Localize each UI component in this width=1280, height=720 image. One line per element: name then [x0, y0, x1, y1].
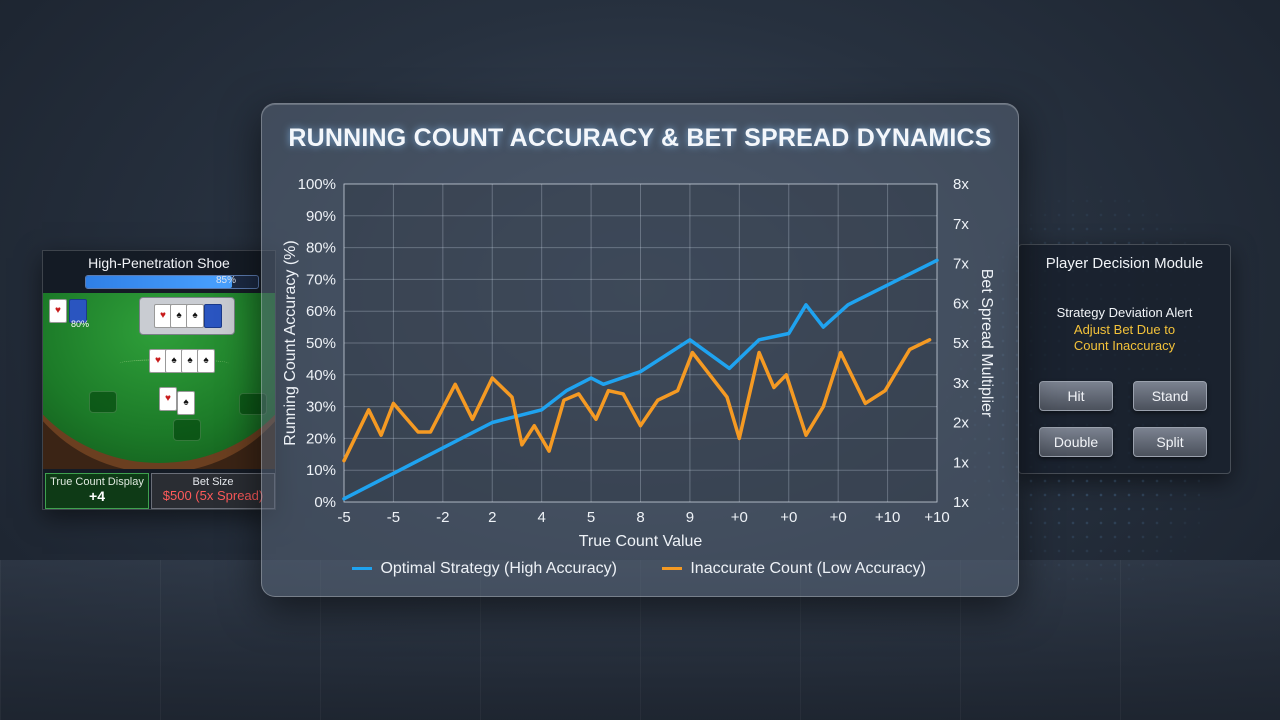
- shoe-penetration-fill: [86, 276, 233, 288]
- x-tick-label: 9: [686, 509, 694, 526]
- bet-size-value: $500 (5x Spread): [162, 488, 264, 503]
- series-line-inaccurate: [342, 338, 932, 463]
- y2-tick-label: 5x: [953, 335, 969, 352]
- accuracy-chart: 0% 10% 20% 30% 40% 50% 60% 70% 80% 90% 100% 1x 1x 2x 3…: [282, 176, 995, 550]
- deviation-alert-title: Strategy Deviation Alert: [1056, 305, 1193, 320]
- y-tick-label: 70%: [306, 271, 336, 288]
- blackjack-table-panel: High-Penetration Shoe 85% ♥ 80% ♥ ♠ ♠ ♥ …: [42, 250, 276, 510]
- card-back-icon: [69, 299, 87, 323]
- table-panel-title: High-Penetration Shoe: [88, 255, 230, 271]
- shoe-penetration-bar: 85%: [85, 275, 259, 289]
- y-tick-label: 10%: [306, 462, 336, 479]
- y-tick-label: 40%: [306, 367, 336, 384]
- chart-legend: Optimal Strategy (High Accuracy) Inaccur…: [352, 560, 926, 578]
- dealer-card-icon: ♠: [197, 349, 215, 373]
- y-tick-label: 0%: [314, 494, 336, 511]
- y2-tick-label: 6x: [953, 295, 969, 312]
- legend-swatch-inaccurate: [661, 567, 682, 571]
- x-tick-label: +10: [875, 509, 900, 526]
- y-tick-label: 80%: [306, 240, 336, 257]
- x-axis-label: True Count Value: [579, 533, 703, 550]
- x-tick-label: -5: [337, 509, 350, 526]
- bet-size-label: Bet Size: [192, 476, 234, 488]
- betting-spot[interactable]: [89, 391, 117, 413]
- player-card-icon: ♠: [177, 391, 195, 415]
- y-tick-label: 100%: [298, 176, 336, 193]
- y2-tick-label: 2x: [953, 415, 969, 432]
- x-tick-label: +0: [830, 509, 847, 526]
- card-icon: ♥: [49, 299, 67, 323]
- x-tick-label: -2: [436, 509, 449, 526]
- x-tick-label: +0: [780, 509, 797, 526]
- alert-line-2: Count Inaccuracy: [1073, 338, 1176, 353]
- series-line-optimal: [342, 258, 939, 501]
- true-count-value: +4: [89, 488, 105, 504]
- split-button[interactable]: Split: [1133, 427, 1207, 457]
- y2-tick-label: 7x: [953, 216, 969, 233]
- x-tick-label: -5: [387, 509, 400, 526]
- decision-panel-title: Player Decision Module: [1045, 255, 1204, 272]
- y-tick-label: 30%: [306, 399, 336, 416]
- true-count-label: True Count Display: [50, 476, 144, 488]
- stand-button[interactable]: Stand: [1133, 381, 1207, 411]
- table-felt: ♥ 80% ♥ ♠ ♠ ♥ ♠ ♠ ♠ ♥ ♠: [43, 293, 275, 469]
- y-tick-label: 20%: [306, 430, 336, 447]
- y2-tick-label: 1x: [953, 494, 969, 511]
- y2-tick-label: 3x: [953, 375, 969, 392]
- x-tick-label: 2: [488, 509, 496, 526]
- chart-panel: RUNNING COUNT ACCURACY & BET SPREAD DYNA…: [261, 103, 1019, 597]
- player-card-icon: ♥: [159, 387, 177, 411]
- seat-label: 80%: [71, 319, 90, 329]
- x-tick-label: +10: [924, 509, 949, 526]
- true-count-display: True Count Display +4: [45, 473, 149, 509]
- y-axis-label: Running Count Accuracy (%): [282, 240, 299, 445]
- legend-swatch-optimal: [352, 567, 372, 571]
- y2-tick-label: 7x: [953, 256, 969, 273]
- y-tick-label: 60%: [306, 303, 336, 320]
- plot-frame: [343, 183, 938, 503]
- betting-spot[interactable]: [173, 419, 201, 441]
- chart-title: RUNNING COUNT ACCURACY & BET SPREAD DYNA…: [288, 124, 992, 152]
- deviation-alert-message: Adjust Bet Due to Count Inaccuracy: [1019, 322, 1230, 354]
- y-tick-label: 50%: [306, 335, 336, 352]
- hit-button[interactable]: Hit: [1039, 381, 1113, 411]
- x-tick-label: 5: [587, 509, 595, 526]
- y2-tick-label: 1x: [953, 454, 969, 471]
- player-decision-panel: Player Decision Module Strategy Deviatio…: [1018, 244, 1231, 474]
- x-tick-label: 4: [537, 509, 545, 526]
- legend-label-inaccurate: Inaccurate Count (Low Accuracy): [690, 560, 927, 577]
- double-button[interactable]: Double: [1039, 427, 1113, 457]
- y2-tick-label: 8x: [953, 176, 969, 193]
- card-shoe-icon: ♥ ♠ ♠: [139, 297, 235, 335]
- x-tick-label: 8: [636, 509, 644, 526]
- y2-axis-label: Bet Spread Multiplier: [978, 269, 995, 418]
- bet-size-display: Bet Size $500 (5x Spread): [151, 473, 275, 509]
- alert-line-1: Adjust Bet Due to: [1073, 322, 1176, 337]
- x-tick-label: +0: [731, 509, 748, 526]
- y-tick-label: 90%: [306, 208, 336, 225]
- shoe-penetration-label: 85%: [216, 275, 237, 286]
- legend-label-optimal: Optimal Strategy (High Accuracy): [380, 560, 617, 577]
